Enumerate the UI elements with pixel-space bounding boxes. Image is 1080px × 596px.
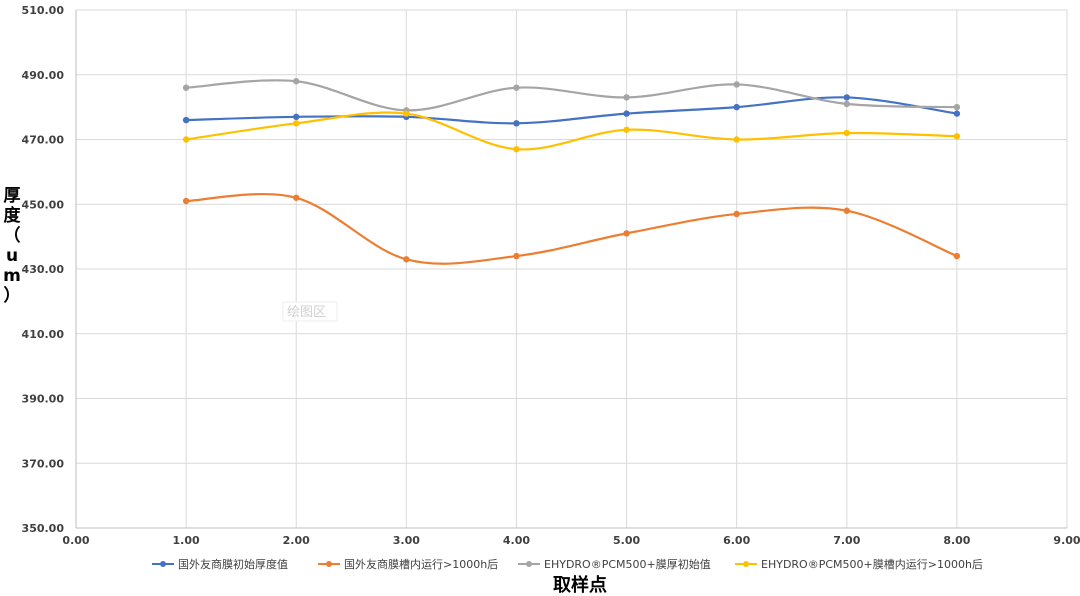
data-point-series-4 xyxy=(182,136,190,143)
data-point-series-1 xyxy=(293,113,300,121)
legend-label: EHYDRO®PCM500+膜厚初始值 xyxy=(544,557,711,571)
data-point-series-2 xyxy=(182,197,190,205)
y-tick-label: 510.00 xyxy=(22,4,65,17)
x-tick-label: 7.00 xyxy=(833,534,860,547)
series-line-3 xyxy=(185,79,958,112)
x-tick-label: 2.00 xyxy=(283,534,310,547)
data-point-series-2 xyxy=(403,256,410,263)
x-tick-label: 4.00 xyxy=(503,534,530,547)
data-point-series-3 xyxy=(953,103,961,111)
x-tick-label: 8.00 xyxy=(943,534,970,547)
y-tick-label: 450.00 xyxy=(22,198,65,211)
data-point-series-2 xyxy=(733,210,740,218)
data-point-series-1 xyxy=(182,116,190,124)
legend: 国外友商膜初始厚度值 国外友商膜槽内运行>1000h后 EHYDRO®PCM500+… xyxy=(152,557,983,571)
data-point-series-1 xyxy=(733,103,740,111)
data-point-series-4 xyxy=(953,133,961,140)
legend-swatch-marker xyxy=(160,561,166,567)
data-point-series-4 xyxy=(623,126,630,133)
plot-area-tag: 绘图区 xyxy=(282,301,338,322)
legend-label: 国外友商膜初始厚度值 xyxy=(178,557,288,571)
tick-labels: 350.00 370.00 390.00 410.00 430.00 450.00 470.… xyxy=(22,4,1080,547)
y-axis-title-char: （ xyxy=(4,225,21,246)
y-axis-title-char: ） xyxy=(4,285,21,306)
series-line-4 xyxy=(185,111,958,151)
y-axis-title-char: u xyxy=(6,246,18,266)
y-axis-title-char: m xyxy=(3,266,21,286)
x-tick-label: 1.00 xyxy=(173,534,200,547)
x-tick-label: 6.00 xyxy=(723,534,750,547)
legend-swatch-marker xyxy=(743,561,749,567)
series-lines xyxy=(185,79,958,265)
x-tick-label: 5.00 xyxy=(613,534,640,547)
y-tick-label: 390.00 xyxy=(22,393,65,406)
data-point-series-4 xyxy=(843,129,850,137)
legend-label: EHYDRO®PCM500+膜槽内运行>1000h后 xyxy=(761,557,983,571)
x-axis-title: 取样点 xyxy=(553,574,607,596)
data-point-series-3 xyxy=(293,78,300,85)
data-point-series-2 xyxy=(953,252,961,260)
data-point-series-3 xyxy=(733,81,740,88)
data-point-series-2 xyxy=(513,252,520,260)
y-tick-label: 350.00 xyxy=(22,522,65,535)
data-point-series-1 xyxy=(953,110,961,117)
series-line-1 xyxy=(185,96,958,125)
y-tick-label: 470.00 xyxy=(22,134,65,147)
data-point-series-1 xyxy=(623,110,630,117)
y-axis-title-char: 厚 xyxy=(4,186,21,206)
y-tick-label: 490.00 xyxy=(22,69,65,82)
data-point-series-3 xyxy=(513,84,520,91)
data-point-series-4 xyxy=(513,146,520,153)
axes xyxy=(75,10,1067,529)
data-point-series-2 xyxy=(293,194,300,201)
x-tick-label: 0.00 xyxy=(62,534,89,547)
data-point-series-1 xyxy=(843,94,850,101)
data-points xyxy=(182,78,961,263)
legend-label: 国外友商膜槽内运行>1000h后 xyxy=(344,557,498,571)
data-point-series-4 xyxy=(733,136,740,143)
data-point-series-3 xyxy=(843,100,850,108)
gridlines xyxy=(75,9,1068,529)
data-point-series-3 xyxy=(623,94,630,101)
data-point-series-1 xyxy=(513,120,520,127)
data-point-series-4 xyxy=(293,120,300,127)
legend-swatch-marker xyxy=(326,561,332,567)
y-tick-label: 410.00 xyxy=(22,328,65,341)
legend-swatch-marker xyxy=(526,561,532,567)
y-axis-title-char: 度 xyxy=(4,205,22,226)
data-point-series-3 xyxy=(182,84,190,91)
x-tick-label: 9.00 xyxy=(1053,534,1080,547)
data-point-series-4 xyxy=(403,110,410,117)
y-tick-label: 430.00 xyxy=(22,263,65,276)
plot-area-label: 绘图区 xyxy=(287,305,326,320)
data-point-series-2 xyxy=(843,207,850,214)
y-tick-label: 370.00 xyxy=(22,457,65,470)
x-tick-label: 3.00 xyxy=(393,534,420,547)
series-line-2 xyxy=(185,192,958,265)
y-axis-title: 厚度（ u m） xyxy=(3,186,21,306)
data-point-series-2 xyxy=(623,230,630,237)
